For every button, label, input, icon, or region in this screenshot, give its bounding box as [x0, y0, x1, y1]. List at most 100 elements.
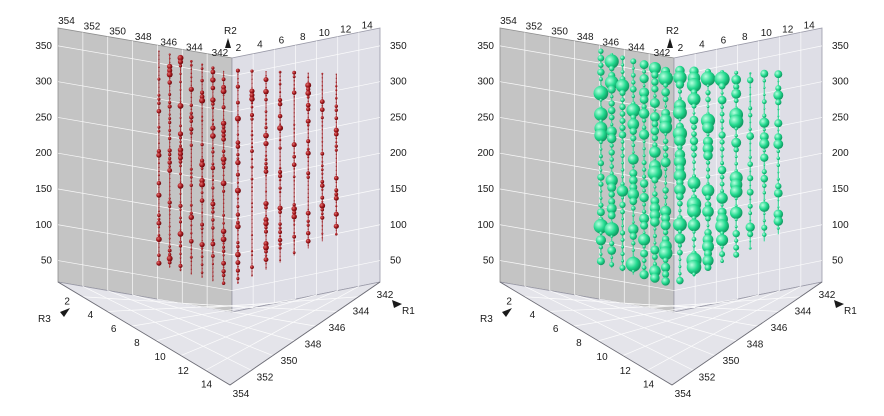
bubble-point [201, 115, 204, 118]
bubble-point [221, 128, 226, 134]
bubble-point [621, 217, 624, 221]
bubble-point [335, 217, 337, 219]
axis-label-r2: R2 [666, 26, 679, 37]
bubble-point [265, 150, 267, 153]
bubble-point [190, 180, 193, 183]
bubble-point [264, 205, 268, 210]
bubble-point [607, 85, 616, 94]
bubble-point [251, 214, 253, 216]
bubble-point [220, 180, 227, 187]
bubble-point [158, 134, 160, 136]
bubble-point [234, 115, 241, 122]
bubble-chart-3d-left: 50 50 100 100 150 150 200 200 250 250 300 300 350 350… [35, 16, 415, 400]
bubble-point [649, 112, 660, 122]
bubble-point [157, 77, 161, 81]
bubble-point [692, 244, 696, 248]
bubble-point [278, 186, 282, 190]
bubble-point [749, 240, 752, 243]
bubble-point [703, 150, 713, 161]
bubble-point [279, 195, 281, 197]
bubble-point [706, 224, 710, 228]
bubble-point [321, 81, 323, 83]
bubble-point [190, 96, 193, 99]
bubble-point [237, 258, 239, 260]
bubble-point [279, 203, 281, 205]
bubble-point [691, 236, 697, 242]
bubble-point [201, 195, 203, 198]
bubble-point [596, 257, 605, 266]
bubble-point [212, 275, 214, 277]
tick-label-r2-left: 354 [58, 16, 75, 27]
bubble-point [777, 129, 780, 132]
bubble-point [649, 146, 661, 158]
bubble-point [631, 80, 636, 85]
bubble-point [189, 255, 193, 259]
bubble-point [759, 132, 769, 142]
gridline-floor [549, 290, 715, 356]
bubble-point [335, 181, 338, 184]
bubble-point [762, 78, 767, 83]
bubble-point [718, 131, 726, 139]
bubble-point [168, 252, 172, 257]
bubble-column [277, 70, 284, 263]
bubble-point [746, 76, 754, 84]
bubble-point [222, 234, 225, 237]
bubble-point [190, 80, 193, 83]
bubble-point [762, 128, 766, 132]
gridline-floor [182, 303, 338, 312]
bubble-point [169, 89, 171, 92]
bubble-point [642, 231, 646, 235]
bubble-point [278, 170, 283, 175]
bubble-point [593, 85, 609, 101]
bubble-point [168, 156, 172, 161]
bubble-point [278, 166, 282, 170]
bubble-point [179, 189, 182, 191]
bubble-point [237, 130, 239, 132]
bubble-point [222, 213, 226, 217]
bubble-point [168, 205, 172, 208]
bubble-point [731, 88, 742, 99]
bubble-point [321, 84, 324, 87]
gridline-horizontal [57, 224, 381, 256]
bubble-point [599, 147, 603, 151]
bubble-point [237, 149, 239, 152]
bubble-point [594, 128, 608, 142]
bubble-point [746, 132, 755, 141]
bubble-point [704, 228, 712, 237]
bubble-point [705, 174, 711, 179]
bubble-point [251, 82, 253, 84]
bubble-point [335, 185, 337, 187]
bubble-point [158, 202, 160, 204]
bubble-point [168, 129, 172, 132]
tick-label-vertical-left: 300 [35, 77, 52, 88]
bubble-point [335, 101, 337, 103]
gridline-horizontal [499, 117, 823, 148]
bubble-point [250, 177, 254, 181]
bubble-point [265, 107, 267, 109]
bubble-column [305, 72, 312, 249]
bubble-point [190, 72, 193, 75]
bubble-point [291, 90, 297, 95]
tick-label-vertical-left: 350 [477, 41, 494, 52]
bubble-point [776, 177, 780, 181]
bubble-point [201, 239, 203, 242]
bubble-point [179, 116, 182, 119]
left-wall [499, 27, 675, 313]
bubble-point [251, 230, 253, 232]
bubble-point [599, 252, 603, 256]
bubble-column [625, 58, 641, 275]
bubble-point [292, 75, 296, 79]
tick-label-r2-left: 344 [628, 43, 645, 54]
bubble-column [647, 61, 663, 283]
bubble-point [293, 95, 295, 98]
bubble-point [236, 217, 239, 220]
bubble-point [717, 165, 727, 175]
bubble-point [333, 127, 339, 133]
bubble-point [222, 202, 225, 205]
bubble-point [212, 95, 214, 97]
bubble-point [265, 182, 267, 185]
bubble-point [169, 109, 171, 112]
bubble-point [628, 224, 639, 235]
bubble-point [158, 170, 160, 173]
bubble-point [178, 155, 183, 161]
